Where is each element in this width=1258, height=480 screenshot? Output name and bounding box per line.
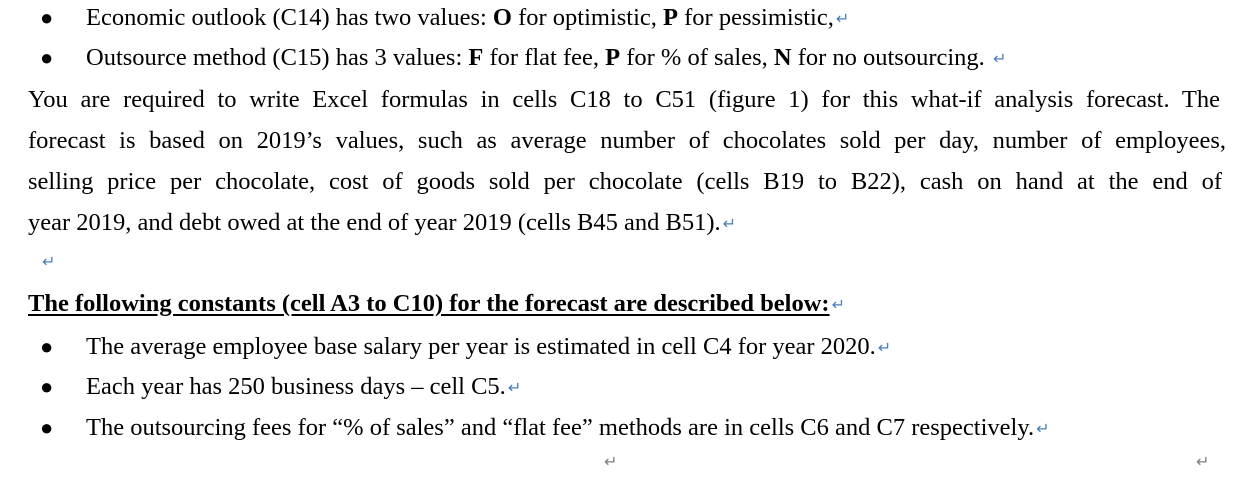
bullet-business-days: Each year has 250 business days – cell C… xyxy=(86,373,521,402)
paragraph-mark-icon: ↵ xyxy=(992,49,1007,68)
text-run: Outsource method (C15) has 3 values: xyxy=(86,44,469,71)
bullet-dot: ● xyxy=(40,334,54,359)
paragraph-line: You are required to write Excel formulas… xyxy=(28,86,1220,113)
bullet-dot: ● xyxy=(40,374,54,399)
bold-run: O xyxy=(492,4,512,31)
paragraph-line: selling price per chocolate, cost of goo… xyxy=(28,168,1222,195)
text-run: for flat fee, xyxy=(483,44,606,71)
bullet-dot: ● xyxy=(40,415,54,440)
bold-run: N xyxy=(773,44,792,71)
bold-run: P xyxy=(663,4,679,31)
text-run: for no outsourcing. xyxy=(791,44,991,71)
bullet-outsourcing-fees: The outsourcing fees for “% of sales” an… xyxy=(86,414,1050,443)
text-run: for optimistic, xyxy=(511,4,664,31)
paragraph-mark-icon: ↵ xyxy=(1196,452,1210,471)
bold-run: F xyxy=(468,44,484,71)
text-run: The average employee base salary per yea… xyxy=(86,333,876,360)
text-run: year 2019, and debt owed at the end of y… xyxy=(28,209,721,236)
paragraph-mark-icon: ↵ xyxy=(42,252,56,271)
paragraph-mark-icon: ↵ xyxy=(831,295,845,314)
text-run: for pessimistic, xyxy=(678,4,834,31)
paragraph-mark-icon: ↵ xyxy=(507,378,522,397)
bullet-dot: ● xyxy=(40,45,54,70)
text-run: for % of sales, xyxy=(620,44,774,71)
paragraph-mark-icon: ↵ xyxy=(877,338,892,357)
section-heading: The following constants (cell A3 to C10)… xyxy=(28,290,845,319)
paragraph-line: forecast is based on 2019’s values, such… xyxy=(28,127,1226,154)
heading-text: The following constants (cell A3 to C10)… xyxy=(28,290,830,317)
paragraph-mark-icon: ↵ xyxy=(835,9,850,28)
bullet-outsource-method: Outsource method (C15) has 3 values: F f… xyxy=(86,44,1006,73)
paragraph-mark-icon: ↵ xyxy=(722,214,737,233)
text-run: The outsourcing fees for “% of sales” an… xyxy=(86,414,1035,441)
paragraph-mark-icon: ↵ xyxy=(604,452,618,471)
paragraph-mark-icon: ↵ xyxy=(1036,419,1050,438)
paragraph-line-last: year 2019, and debt owed at the end of y… xyxy=(28,209,736,238)
bullet-economic-outlook: Economic outlook (C14) has two values: O… xyxy=(86,4,849,33)
bold-run: P xyxy=(605,44,621,71)
bullet-base-salary: The average employee base salary per yea… xyxy=(86,333,891,362)
text-run: Economic outlook (C14) has two values: xyxy=(86,4,493,31)
bullet-dot: ● xyxy=(40,5,54,30)
text-run: Each year has 250 business days – cell C… xyxy=(86,373,506,400)
